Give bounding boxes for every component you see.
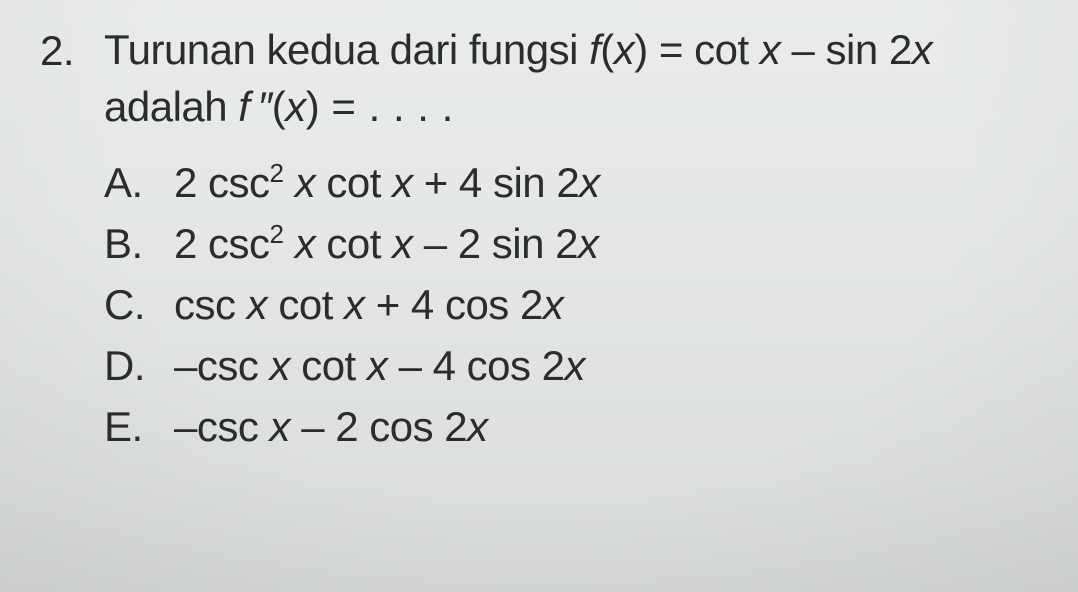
- option-a: A. 2 csc2 x cot x + 4 sin 2x: [104, 153, 1038, 214]
- expr-sup: 2: [270, 219, 284, 249]
- expr-mid2: cot: [315, 159, 392, 206]
- expr-pre: –csc: [174, 403, 270, 450]
- stem-x3: x: [912, 26, 933, 73]
- stem-line1: Turunan kedua dari fungsi f(x) = cot x –…: [104, 26, 932, 73]
- expr-pre: –csc: [174, 342, 270, 389]
- option-c: C. csc x cot x + 4 cos 2x: [104, 275, 1038, 336]
- stem-line2: adalah f ″(x) = . . . .: [104, 79, 1038, 136]
- expr-x2: x: [392, 159, 413, 206]
- option-expr: 2 csc2 x cot x + 4 sin 2x: [174, 153, 600, 214]
- expr-x3: x: [578, 220, 599, 267]
- stem-x: x: [614, 26, 635, 73]
- question-number: 2.: [40, 22, 104, 76]
- option-expr: csc x cot x + 4 cos 2x: [174, 275, 563, 336]
- option-expr: –csc x – 2 cos 2x: [174, 397, 488, 458]
- option-label: E.: [104, 397, 174, 458]
- page: 2. Turunan kedua dari fungsi f(x) = cot …: [0, 0, 1078, 592]
- option-label: B.: [104, 214, 174, 275]
- expr-mid3: + 4 sin 2: [413, 159, 580, 206]
- expr-x2: x: [344, 281, 365, 328]
- stem-f: f: [589, 26, 600, 73]
- stem-open: (: [600, 26, 614, 73]
- stem2-prefix: adalah: [104, 83, 238, 130]
- expr-x3: x: [543, 281, 564, 328]
- expr-pre: 2 csc: [174, 159, 270, 206]
- expr-mid3: + 4 cos 2: [365, 281, 543, 328]
- expr-x1: x: [247, 281, 268, 328]
- expr-mid: [284, 159, 295, 206]
- expr-x3: x: [579, 159, 600, 206]
- expr-x2: x: [467, 403, 488, 450]
- question-body: Turunan kedua dari fungsi f(x) = cot x –…: [104, 22, 1038, 458]
- expr-x1: x: [295, 220, 316, 267]
- expr-mid2: cot: [267, 281, 344, 328]
- expr-mid2: – 2 cos 2: [290, 403, 467, 450]
- expr-x1: x: [270, 342, 291, 389]
- option-label: A.: [104, 153, 174, 214]
- question: 2. Turunan kedua dari fungsi f(x) = cot …: [40, 22, 1038, 458]
- expr-x2: x: [367, 342, 388, 389]
- expr-pre: csc: [174, 281, 247, 328]
- option-d: D. –csc x cot x – 4 cos 2x: [104, 336, 1038, 397]
- option-label: D.: [104, 336, 174, 397]
- stem2-tail: = . . . .: [319, 83, 454, 130]
- option-label: C.: [104, 275, 174, 336]
- expr-mid: [284, 220, 295, 267]
- expr-mid3: – 2 sin 2: [413, 220, 578, 267]
- option-e: E. –csc x – 2 cos 2x: [104, 397, 1038, 458]
- stem2-open: (: [272, 83, 286, 130]
- stem-close: ): [634, 26, 648, 73]
- expr-pre: 2 csc: [174, 220, 270, 267]
- answer-options: A. 2 csc2 x cot x + 4 sin 2x B. 2 csc2 x…: [104, 153, 1038, 457]
- option-expr: –csc x cot x – 4 cos 2x: [174, 336, 585, 397]
- stem-text: Turunan kedua dari fungsi: [104, 26, 589, 73]
- question-stem: Turunan kedua dari fungsi f(x) = cot x –…: [104, 22, 1038, 135]
- option-b: B. 2 csc2 x cot x – 2 sin 2x: [104, 214, 1038, 275]
- stem-eq: = cot: [648, 26, 760, 73]
- expr-mid3: – 4 cos 2: [387, 342, 564, 389]
- expr-mid2: cot: [315, 220, 392, 267]
- stem2-close: ): [306, 83, 320, 130]
- stem-x2: x: [760, 26, 781, 73]
- stem-tail: – sin 2: [780, 26, 911, 73]
- stem2-x: x: [285, 83, 306, 130]
- expr-x1: x: [295, 159, 316, 206]
- option-expr: 2 csc2 x cot x – 2 sin 2x: [174, 214, 599, 275]
- expr-sup: 2: [270, 158, 284, 188]
- expr-x1: x: [270, 403, 291, 450]
- expr-mid2: cot: [290, 342, 367, 389]
- stem2-f: f ″: [238, 83, 271, 130]
- expr-x2: x: [392, 220, 413, 267]
- expr-x3: x: [565, 342, 586, 389]
